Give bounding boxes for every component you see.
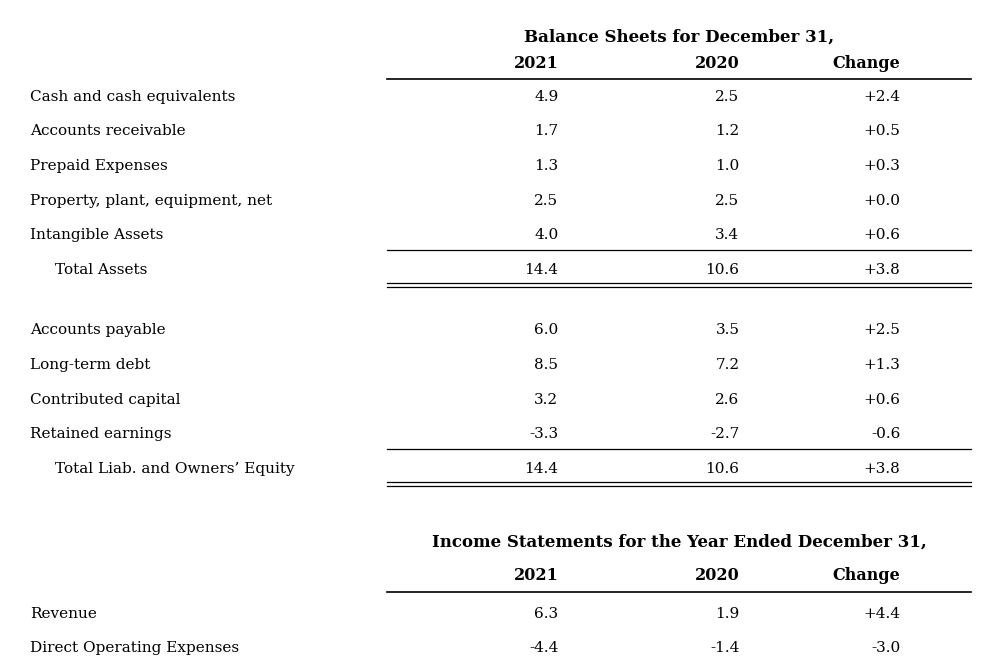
Text: 2021: 2021 — [513, 55, 558, 72]
Text: 6.3: 6.3 — [534, 607, 558, 620]
Text: 2.5: 2.5 — [534, 194, 558, 207]
Text: +1.3: +1.3 — [863, 358, 900, 372]
Text: -1.4: -1.4 — [710, 642, 739, 655]
Text: Property, plant, equipment, net: Property, plant, equipment, net — [30, 194, 273, 207]
Text: 10.6: 10.6 — [705, 462, 739, 476]
Text: Direct Operating Expenses: Direct Operating Expenses — [30, 642, 239, 655]
Text: -4.4: -4.4 — [529, 642, 558, 655]
Text: -0.6: -0.6 — [871, 428, 900, 441]
Text: -3.0: -3.0 — [871, 642, 900, 655]
Text: 3.2: 3.2 — [534, 393, 558, 406]
Text: Total Liab. and Owners’ Equity: Total Liab. and Owners’ Equity — [55, 462, 295, 476]
Text: Cash and cash equivalents: Cash and cash equivalents — [30, 90, 235, 103]
Text: +2.5: +2.5 — [863, 323, 900, 337]
Text: Balance Sheets for December 31,: Balance Sheets for December 31, — [524, 28, 834, 45]
Text: 2.5: 2.5 — [715, 194, 739, 207]
Text: 3.4: 3.4 — [715, 229, 739, 242]
Text: -3.3: -3.3 — [529, 428, 558, 441]
Text: -2.7: -2.7 — [710, 428, 739, 441]
Text: Revenue: Revenue — [30, 607, 97, 620]
Text: +0.3: +0.3 — [863, 159, 900, 173]
Text: +0.6: +0.6 — [863, 229, 900, 242]
Text: 3.5: 3.5 — [715, 323, 739, 337]
Text: 1.7: 1.7 — [534, 125, 558, 138]
Text: 1.2: 1.2 — [715, 125, 739, 138]
Text: Retained earnings: Retained earnings — [30, 428, 172, 441]
Text: Prepaid Expenses: Prepaid Expenses — [30, 159, 168, 173]
Text: Income Statements for the Year Ended December 31,: Income Statements for the Year Ended Dec… — [432, 534, 927, 551]
Text: 1.3: 1.3 — [534, 159, 558, 173]
Text: 14.4: 14.4 — [524, 263, 558, 277]
Text: +2.4: +2.4 — [863, 90, 900, 103]
Text: 6.0: 6.0 — [534, 323, 558, 337]
Text: 2021: 2021 — [513, 567, 558, 584]
Text: 7.2: 7.2 — [715, 358, 739, 372]
Text: Long-term debt: Long-term debt — [30, 358, 151, 372]
Text: 4.9: 4.9 — [534, 90, 558, 103]
Text: 2020: 2020 — [695, 55, 739, 72]
Text: 2020: 2020 — [695, 567, 739, 584]
Text: +0.5: +0.5 — [863, 125, 900, 138]
Text: Change: Change — [833, 55, 900, 72]
Text: Change: Change — [833, 567, 900, 584]
Text: +0.0: +0.0 — [863, 194, 900, 207]
Text: Accounts receivable: Accounts receivable — [30, 125, 186, 138]
Text: 10.6: 10.6 — [705, 263, 739, 277]
Text: 8.5: 8.5 — [534, 358, 558, 372]
Text: +0.6: +0.6 — [863, 393, 900, 406]
Text: Accounts payable: Accounts payable — [30, 323, 166, 337]
Text: 4.0: 4.0 — [534, 229, 558, 242]
Text: +3.8: +3.8 — [863, 263, 900, 277]
Text: 1.9: 1.9 — [715, 607, 739, 620]
Text: 1.0: 1.0 — [715, 159, 739, 173]
Text: 2.5: 2.5 — [715, 90, 739, 103]
Text: Contributed capital: Contributed capital — [30, 393, 181, 406]
Text: +4.4: +4.4 — [863, 607, 900, 620]
Text: 2.6: 2.6 — [715, 393, 739, 406]
Text: Total Assets: Total Assets — [55, 263, 148, 277]
Text: 14.4: 14.4 — [524, 462, 558, 476]
Text: +3.8: +3.8 — [863, 462, 900, 476]
Text: Intangible Assets: Intangible Assets — [30, 229, 164, 242]
